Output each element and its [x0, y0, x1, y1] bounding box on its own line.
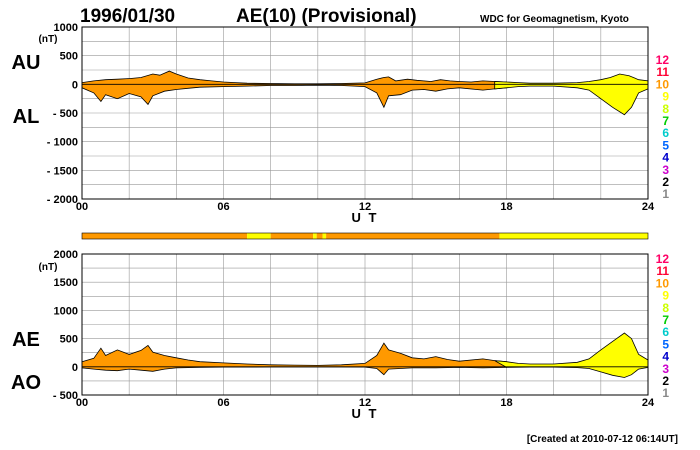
- activity-segment: [247, 233, 271, 239]
- y-tick-label: 1000: [54, 305, 78, 317]
- y-tick-label: 500: [60, 51, 78, 63]
- ae-ao-grid: [82, 254, 648, 395]
- activity-segment: [499, 233, 648, 239]
- disturbance-area-orange: [81, 70, 507, 109]
- activity-segment: [82, 233, 248, 239]
- ae-label: AE: [12, 329, 40, 351]
- x-tick-label: 18: [500, 201, 512, 213]
- activity-level-bar: [82, 233, 648, 239]
- x-tick-label: 06: [217, 397, 229, 409]
- x-tick-label: 12: [359, 201, 371, 213]
- date-title: 1996/01/30: [80, 6, 175, 27]
- level-label: 7: [662, 114, 669, 128]
- source-label: WDC for Geomagnetism, Kyoto: [480, 14, 629, 25]
- activity-segment: [326, 233, 500, 239]
- au-al-x-axis-label: U T: [352, 210, 379, 225]
- level-label: 6: [662, 325, 669, 339]
- activity-segment: [313, 233, 317, 239]
- level-label: 9: [662, 289, 669, 303]
- y-tick-label: - 1000: [47, 137, 78, 149]
- level-label: 1: [662, 386, 669, 400]
- x-tick-label: 24: [642, 397, 655, 409]
- level-label: 12: [656, 252, 670, 266]
- au-label: AU: [12, 52, 41, 74]
- ae-ao-frame: [81, 253, 649, 396]
- level-label: 12: [656, 53, 670, 67]
- chart-title: AE(10) (Provisional): [236, 6, 417, 27]
- disturbance-area-orange: [81, 342, 507, 376]
- au-al-plot: [81, 70, 649, 116]
- activity-segment: [316, 233, 323, 239]
- level-label: 3: [662, 163, 669, 177]
- level-label: 4: [662, 350, 669, 364]
- level-label: 10: [656, 276, 670, 290]
- y-tick-label: - 500: [53, 390, 78, 402]
- y-tick-label: - 2000: [47, 194, 78, 206]
- activity-segment: [322, 233, 327, 239]
- level-label: 2: [662, 374, 669, 388]
- al-label: AL: [13, 106, 40, 128]
- level-label: 8: [662, 102, 669, 116]
- level-label: 5: [662, 337, 669, 351]
- au-al-unit-label: (nT): [39, 34, 58, 45]
- disturbance-area-yellow: [494, 332, 649, 378]
- level-label: 10: [656, 77, 670, 91]
- ae-ao-unit-label: (nT): [39, 262, 58, 273]
- au-al-grid: [82, 27, 648, 199]
- level-label: 9: [662, 90, 669, 104]
- level-label: 3: [662, 362, 669, 376]
- x-tick-label: 00: [76, 201, 88, 213]
- y-tick-label: 0: [72, 362, 78, 374]
- level-label: 11: [656, 65, 669, 79]
- level-label: 7: [662, 313, 669, 327]
- x-tick-label: 12: [359, 397, 371, 409]
- level-label: 5: [662, 138, 669, 152]
- x-tick-label: 06: [217, 201, 229, 213]
- y-tick-label: 1000: [54, 22, 78, 34]
- level-label: 1: [662, 187, 669, 201]
- level-label: 11: [656, 264, 669, 278]
- ao-label: AO: [11, 372, 41, 394]
- level-label: 8: [662, 301, 669, 315]
- y-tick-label: 0: [72, 79, 78, 91]
- ae-ao-x-axis-label: U T: [352, 406, 379, 421]
- disturbance-area-yellow: [494, 73, 649, 116]
- level-label: 6: [662, 126, 669, 140]
- y-tick-label: 500: [60, 334, 78, 346]
- level-label: 4: [662, 151, 669, 165]
- au-al-x-ticks: 00 06 12 18 24: [76, 201, 655, 213]
- x-tick-label: 18: [500, 397, 512, 409]
- ae-ao-x-ticks: 00 06 12 18 24: [76, 397, 655, 409]
- x-tick-label: 24: [642, 201, 655, 213]
- created-timestamp: [Created at 2010-07-12 06:14UT]: [527, 434, 678, 445]
- y-tick-label: - 500: [53, 108, 78, 120]
- x-tick-label: 00: [76, 397, 88, 409]
- au-al-y-ticks: 1000 500 0 - 500 - 1000 - 1500 - 2000: [47, 22, 78, 206]
- activity-bar-frame: [81, 232, 649, 240]
- y-tick-label: 2000: [54, 249, 78, 261]
- au-al-frame: [81, 26, 649, 200]
- y-tick-label: 1500: [54, 277, 78, 289]
- ae-ao-y-ticks: 2000 1500 1000 500 0 - 500: [53, 249, 78, 402]
- activity-segment: [270, 233, 314, 239]
- level-label: 2: [662, 175, 669, 189]
- y-tick-label: - 1500: [47, 165, 78, 177]
